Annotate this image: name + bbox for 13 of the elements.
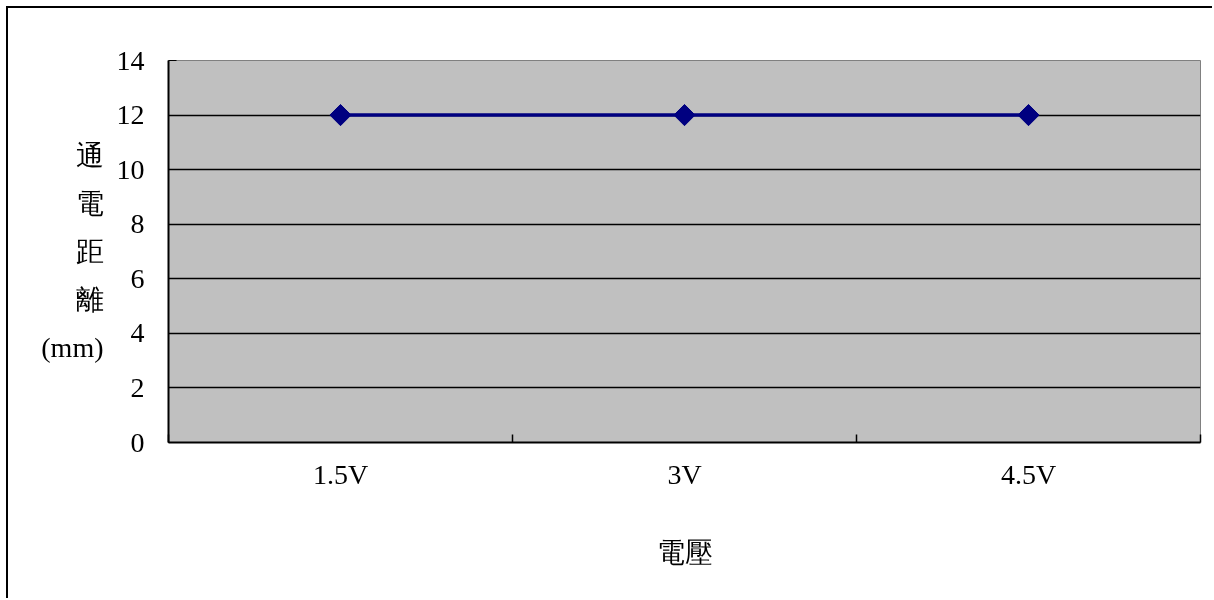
y-tick-label: 12 (116, 99, 145, 131)
x-tick-label: 4.5V (1000, 458, 1057, 490)
y-tick-label: 10 (116, 153, 145, 185)
y-tick-label: 4 (130, 317, 145, 349)
y-tick-label: 8 (130, 208, 145, 240)
y-axis-title: 通電距離(mm) (41, 139, 104, 364)
y-tick-label: 14 (116, 44, 145, 76)
y-tick-label: 6 (130, 262, 145, 294)
y-tick-label: 0 (130, 426, 145, 458)
x-axis-title: 電壓 (656, 536, 713, 568)
x-tick-label: 1.5V (312, 458, 369, 490)
x-tick-label: 3V (667, 458, 702, 490)
y-tick-label: 2 (130, 371, 145, 403)
